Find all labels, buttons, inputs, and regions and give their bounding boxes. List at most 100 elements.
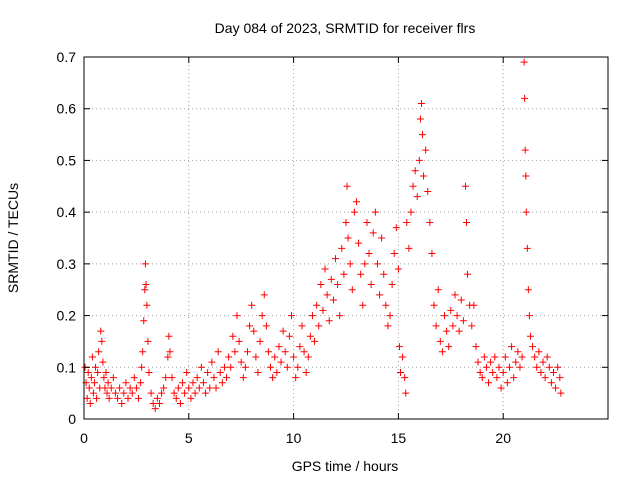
y-tick-label: 0.6	[57, 101, 77, 117]
grid-lines	[84, 57, 608, 419]
data-point	[543, 353, 551, 361]
x-tick-label: 20	[495, 430, 511, 446]
data-point	[223, 374, 231, 382]
x-tick-label: 5	[185, 430, 193, 446]
data-point	[516, 363, 524, 371]
data-point	[85, 384, 93, 392]
data-point	[311, 337, 319, 345]
data-point	[120, 389, 128, 397]
data-point	[195, 384, 203, 392]
data-point	[191, 389, 199, 397]
data-point	[478, 374, 486, 382]
data-point	[239, 374, 247, 382]
data-point	[361, 260, 369, 268]
data-point	[206, 384, 214, 392]
data-point	[380, 270, 388, 278]
data-point	[382, 301, 390, 309]
data-point	[264, 348, 272, 356]
data-point	[220, 363, 228, 371]
data-point	[480, 353, 488, 361]
data-point	[138, 363, 146, 371]
data-point	[294, 363, 302, 371]
data-point	[395, 343, 403, 351]
data-point	[292, 374, 300, 382]
data-point	[468, 322, 476, 330]
data-point	[338, 244, 346, 252]
data-point	[304, 353, 312, 361]
data-point	[189, 379, 197, 387]
y-tick-label: 0.4	[57, 204, 77, 220]
data-point	[363, 218, 371, 226]
data-point	[164, 353, 172, 361]
data-point	[308, 312, 316, 320]
data-point	[334, 281, 342, 289]
data-point	[352, 198, 360, 206]
data-point	[137, 379, 145, 387]
data-point	[453, 312, 461, 320]
data-point	[436, 337, 444, 345]
data-point	[296, 343, 304, 351]
data-point	[141, 286, 149, 294]
data-point	[246, 322, 254, 330]
data-point	[512, 358, 520, 366]
data-point	[422, 146, 430, 154]
data-point	[147, 389, 155, 397]
data-point	[210, 374, 218, 382]
data-point	[142, 281, 150, 289]
data-point	[392, 224, 400, 232]
data-point	[518, 353, 526, 361]
data-point	[130, 374, 138, 382]
data-point	[505, 363, 513, 371]
data-point	[336, 312, 344, 320]
data-point	[321, 265, 329, 273]
data-point	[237, 358, 245, 366]
data-point	[461, 182, 469, 190]
data-point	[388, 281, 396, 289]
data-point	[225, 353, 233, 361]
data-point	[514, 348, 522, 356]
data-point	[100, 374, 108, 382]
data-point	[185, 384, 193, 392]
data-point	[357, 270, 365, 278]
data-point	[98, 337, 106, 345]
data-point	[371, 208, 379, 216]
data-point	[455, 327, 463, 335]
data-point	[298, 322, 306, 330]
data-point	[306, 332, 314, 340]
x-tick-label: 15	[391, 430, 407, 446]
data-point	[523, 244, 531, 252]
data-point	[443, 327, 451, 335]
data-point	[179, 379, 187, 387]
data-point	[86, 399, 94, 407]
data-point	[369, 229, 377, 237]
data-point	[413, 193, 421, 201]
data-point	[411, 167, 419, 175]
data-point	[552, 384, 560, 392]
data-point	[441, 312, 449, 320]
y-axis-title: SRMTID / TECUs	[5, 183, 21, 293]
data-point	[122, 379, 130, 387]
data-point	[260, 291, 268, 299]
data-point	[94, 368, 102, 376]
data-point	[141, 260, 149, 268]
data-point	[172, 394, 180, 402]
y-tick-label: 0.2	[57, 308, 77, 324]
x-tick-labels: 0 5 10 15 20	[80, 430, 511, 446]
data-point	[144, 337, 152, 345]
data-point	[384, 322, 392, 330]
data-point	[214, 348, 222, 356]
data-point	[288, 312, 296, 320]
data-point	[327, 275, 335, 283]
data-point	[459, 317, 467, 325]
data-point	[399, 353, 407, 361]
data-point	[143, 301, 151, 309]
data-point	[432, 322, 440, 330]
data-point	[208, 358, 216, 366]
data-point	[426, 218, 434, 226]
plot-frame	[83, 56, 609, 420]
data-point	[417, 100, 425, 108]
data-point	[434, 286, 442, 294]
data-point	[319, 306, 327, 314]
axis-ticks	[83, 56, 608, 420]
data-point	[285, 332, 293, 340]
